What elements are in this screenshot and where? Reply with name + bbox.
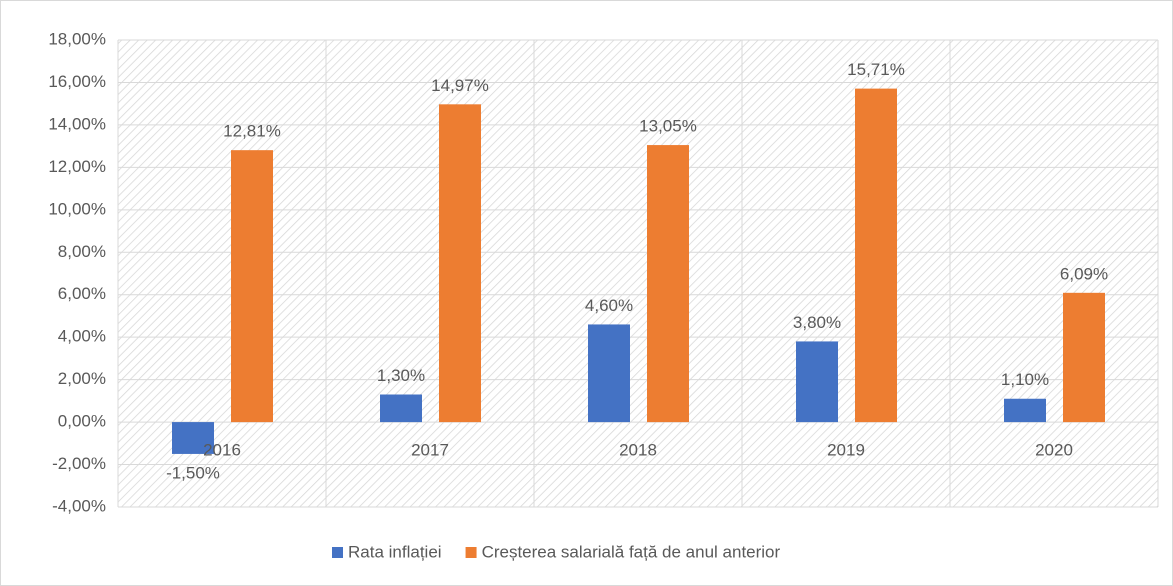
- bar: [380, 394, 422, 423]
- legend-label: Creșterea salarială față de anul anterio…: [482, 542, 781, 561]
- y-tick-label: 16,00%: [48, 72, 106, 91]
- data-label: 15,71%: [847, 60, 905, 79]
- bar: [439, 104, 481, 423]
- bar: [855, 88, 897, 423]
- x-tick-label: 2019: [827, 441, 865, 460]
- bar: [647, 145, 689, 423]
- y-tick-label: 6,00%: [58, 284, 106, 303]
- plot-area: [118, 40, 1158, 507]
- y-tick-label: -2,00%: [52, 454, 106, 473]
- y-tick-label: 10,00%: [48, 199, 106, 218]
- legend-swatch: [332, 547, 343, 558]
- legend-label: Rata inflației: [348, 542, 442, 561]
- data-label: 12,81%: [223, 122, 281, 141]
- data-label: 6,09%: [1060, 264, 1108, 283]
- y-tick-label: 12,00%: [48, 157, 106, 176]
- y-tick-label: 8,00%: [58, 242, 106, 261]
- x-tick-label: 2017: [411, 441, 449, 460]
- data-label: 1,30%: [377, 366, 425, 385]
- data-label: 13,05%: [639, 117, 697, 136]
- y-tick-label: -4,00%: [52, 496, 106, 515]
- x-tick-label: 2020: [1035, 441, 1073, 460]
- bar: [588, 324, 630, 423]
- data-label: -1,50%: [166, 463, 220, 482]
- data-label: 14,97%: [431, 76, 489, 95]
- bar: [1063, 292, 1105, 423]
- y-tick-label: 0,00%: [58, 412, 106, 431]
- x-tick-label: 2018: [619, 441, 657, 460]
- y-tick-label: 14,00%: [48, 114, 106, 133]
- legend-swatch: [465, 547, 477, 558]
- bar: [231, 150, 273, 423]
- y-tick-label: 18,00%: [48, 29, 106, 48]
- bar: [1004, 398, 1046, 423]
- bar: [172, 422, 214, 454]
- x-tick-label: 2016: [203, 441, 241, 460]
- bar: [796, 341, 838, 423]
- y-tick-label: 2,00%: [58, 369, 106, 388]
- y-tick-label: 4,00%: [58, 327, 106, 346]
- data-label: 1,10%: [1001, 370, 1049, 389]
- data-label: 4,60%: [585, 296, 633, 315]
- data-label: 3,80%: [793, 313, 841, 332]
